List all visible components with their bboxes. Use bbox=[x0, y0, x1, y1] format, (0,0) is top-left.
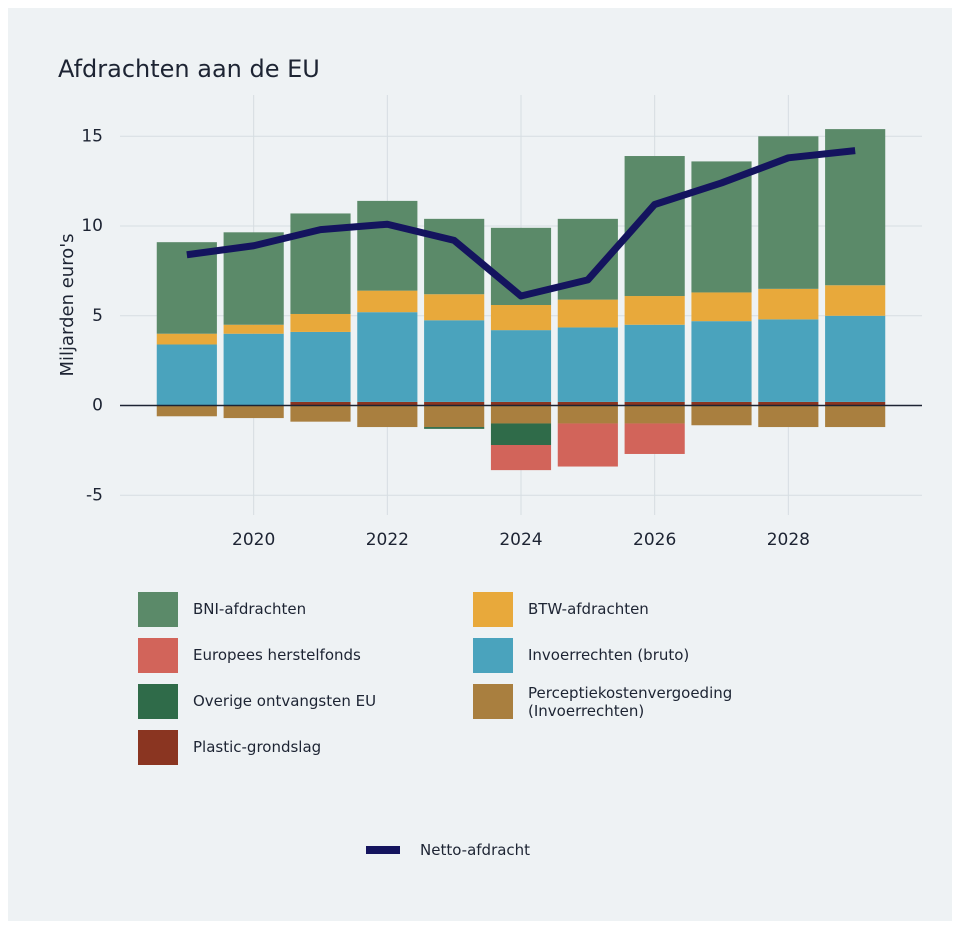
bar-segment bbox=[156, 333, 217, 345]
bar-segment bbox=[424, 401, 485, 406]
bar-segment bbox=[624, 423, 685, 454]
bar-segment bbox=[691, 405, 752, 426]
bar-segment bbox=[424, 427, 485, 429]
bar-segment bbox=[825, 405, 886, 428]
bar-segment bbox=[691, 292, 752, 322]
legend-swatch bbox=[138, 730, 178, 765]
chart-title: Afdrachten aan de EU bbox=[58, 55, 320, 83]
bar-segment bbox=[691, 401, 752, 406]
legend-swatch bbox=[473, 592, 513, 627]
bar-segment bbox=[223, 324, 284, 334]
legend-swatch bbox=[138, 638, 178, 673]
bar-segment bbox=[557, 405, 618, 424]
bar-segment bbox=[290, 331, 351, 402]
y-tick-label: 0 bbox=[92, 396, 103, 416]
bar-segment bbox=[290, 405, 351, 422]
bar-segment bbox=[490, 423, 552, 445]
bar-segment bbox=[825, 401, 886, 406]
bar-segment bbox=[424, 294, 485, 321]
legend-label: BNI-afdrachten bbox=[193, 600, 307, 618]
bar-segment bbox=[624, 405, 685, 424]
line bbox=[186, 147, 856, 300]
legend-label: BTW-afdrachten bbox=[528, 600, 649, 618]
panel: Afdrachten aan de EU Miljarden euro's -5… bbox=[8, 8, 952, 921]
bar-segment bbox=[758, 401, 819, 406]
y-tick-label: 10 bbox=[81, 216, 103, 236]
y-tick-label: 15 bbox=[81, 126, 103, 146]
bar-segment bbox=[424, 405, 485, 428]
x-tick-label: 2022 bbox=[366, 530, 409, 550]
bar-segment bbox=[557, 401, 618, 406]
bar-segment bbox=[357, 312, 418, 402]
bar-segment bbox=[290, 401, 351, 406]
x-tick-label: 2024 bbox=[499, 530, 542, 550]
bar-segment bbox=[825, 315, 886, 402]
legend-label: Perceptiekostenvergoeding (Invoerrechten… bbox=[528, 684, 733, 720]
legend-label: Overige ontvangsten EU bbox=[193, 692, 377, 710]
bar-segment bbox=[156, 405, 217, 417]
bar-segment bbox=[758, 288, 819, 320]
bar-segment bbox=[357, 290, 418, 313]
bar-segment bbox=[624, 324, 685, 402]
legend-swatch bbox=[138, 684, 178, 719]
bar-segment bbox=[758, 319, 819, 402]
bar-segment bbox=[557, 423, 618, 467]
legend-swatch bbox=[138, 592, 178, 627]
bar-segment bbox=[357, 200, 418, 291]
bar-segment bbox=[290, 313, 351, 332]
bar-segment bbox=[490, 405, 552, 424]
legend-swatch bbox=[473, 638, 513, 673]
bar-segment bbox=[557, 299, 618, 328]
legend-swatch bbox=[473, 684, 513, 719]
legend-label: Invoerrechten (bruto) bbox=[528, 646, 690, 664]
bar-segment bbox=[223, 405, 284, 419]
bar-segment bbox=[624, 401, 685, 406]
bar-segment bbox=[691, 321, 752, 402]
legend-label: Plastic-grondslag bbox=[193, 738, 322, 756]
legend-label: Netto-afdracht bbox=[420, 841, 531, 859]
chart: Afdrachten aan de EU Miljarden euro's -5… bbox=[57, 55, 922, 854]
x-tick-label: 2020 bbox=[232, 530, 275, 550]
legend-label: Europees herstelfonds bbox=[193, 646, 361, 664]
x-tick-label: 2028 bbox=[767, 530, 810, 550]
bar-segment bbox=[490, 401, 552, 406]
y-tick-label: 5 bbox=[92, 306, 103, 326]
bar-segment bbox=[624, 296, 685, 325]
bar-segment bbox=[424, 320, 485, 402]
bar-segment bbox=[357, 405, 418, 428]
bar-segment bbox=[490, 305, 552, 331]
bar-segment bbox=[156, 344, 217, 406]
bar-segment bbox=[557, 327, 618, 402]
y-tick-label: -5 bbox=[86, 485, 103, 505]
bar-segment bbox=[490, 330, 552, 402]
bar-segment bbox=[758, 405, 819, 428]
bar-segment bbox=[357, 401, 418, 406]
x-tick-label: 2026 bbox=[633, 530, 676, 550]
y-axis-label: Miljarden euro's bbox=[57, 233, 78, 376]
bar-segment bbox=[156, 242, 217, 334]
bar-segment bbox=[825, 285, 886, 316]
bar-segment bbox=[490, 445, 552, 471]
bar-segment bbox=[223, 333, 284, 406]
